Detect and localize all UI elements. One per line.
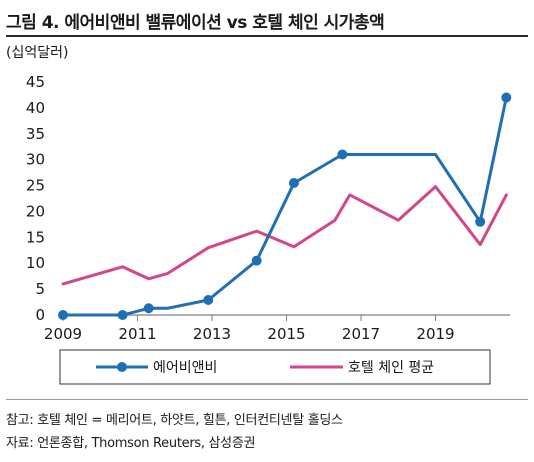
axes: 0 5 10 15 20 25 30 35 40 45 2009 2011 2013 2015 2017 20… <box>26 73 510 343</box>
y-tick-label: 35 <box>26 125 45 143</box>
y-tick-label: 20 <box>26 202 45 220</box>
series-line <box>61 185 508 286</box>
legend-box <box>59 349 491 385</box>
y-tick-label: 30 <box>26 151 45 169</box>
legend: 에어비앤비 호텔 체인 평균 <box>96 360 434 376</box>
data-point-marker <box>337 149 348 160</box>
series-line <box>61 96 508 317</box>
y-tick-label: 0 <box>35 306 45 324</box>
series-lines <box>58 92 512 320</box>
data-point-marker <box>475 216 486 227</box>
source-note: 자료: 언론종합, Thomson Reuters, 삼성증권 <box>6 436 256 451</box>
figure-title: 그림 4. 에어비앤비 밸류에이션 vs 호텔 체인 시가총액 <box>6 13 385 33</box>
title-divider <box>6 35 528 37</box>
x-tick-label: 2015 <box>267 325 305 343</box>
data-point-marker <box>143 303 154 314</box>
series-group <box>61 185 508 286</box>
data-point-marker <box>501 92 512 103</box>
data-point-marker <box>251 255 262 266</box>
x-tick-label: 2013 <box>193 325 231 343</box>
y-tick-label: 25 <box>26 177 45 195</box>
x-tick-label: 2009 <box>44 325 82 343</box>
footnote: 참고: 호텔 체인 = 메리어트, 하얏트, 힐튼, 인터컨티넨탈 홀딩스 <box>6 413 343 428</box>
y-tick-label: 15 <box>26 228 45 246</box>
data-point-marker <box>117 310 128 320</box>
footer-divider <box>6 399 528 400</box>
line-chart: (십억달러) 0 5 10 15 20 25 30 35 40 45 2009 2011 2013 201… <box>6 45 512 385</box>
data-point-marker <box>288 177 299 188</box>
legend-label: 호텔 체인 평균 <box>348 360 434 376</box>
x-tick-label: 2019 <box>416 325 454 343</box>
x-tick-label: 2011 <box>118 325 156 343</box>
legend-marker <box>117 362 127 372</box>
y-unit-label: (십억달러) <box>6 45 68 61</box>
series-group <box>58 92 512 320</box>
y-tick-label: 5 <box>35 280 45 298</box>
data-point-marker <box>203 294 214 305</box>
legend-label: 에어비앤비 <box>153 360 217 376</box>
data-point-marker <box>58 310 68 320</box>
y-tick-label: 10 <box>26 254 45 272</box>
x-tick-label: 2017 <box>342 325 380 343</box>
y-tick-label: 45 <box>26 73 45 91</box>
y-tick-label: 40 <box>26 99 45 117</box>
